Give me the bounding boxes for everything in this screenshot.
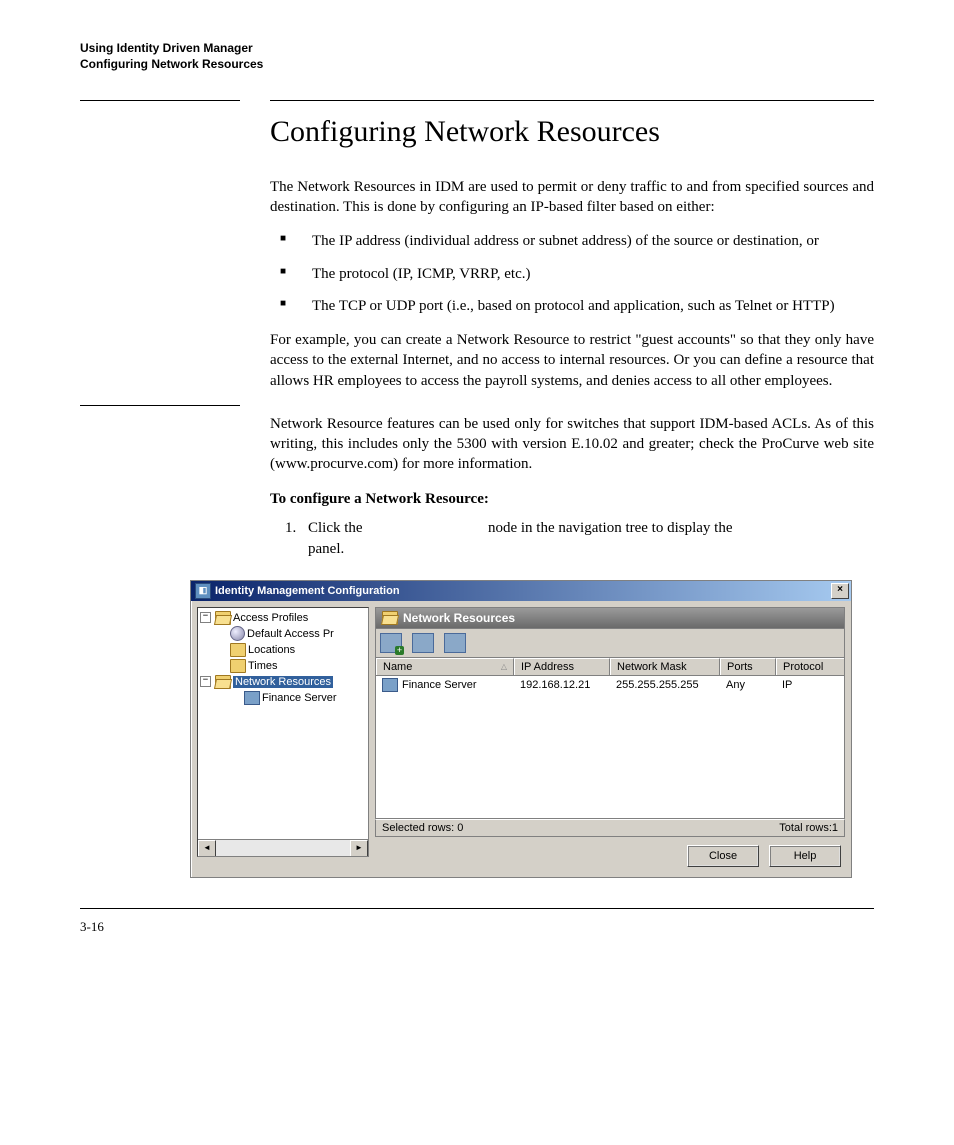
horizontal-scrollbar[interactable]: ◄ ► (198, 839, 368, 856)
folder-icon (215, 611, 231, 625)
grid-header[interactable]: Name IP Address Network Mask Ports Proto… (376, 658, 844, 676)
intro-para: The Network Resources in IDM are used to… (270, 177, 874, 218)
tree-node-locations[interactable]: Locations (200, 642, 368, 658)
col-mask[interactable]: Network Mask (610, 658, 720, 675)
help-button[interactable]: Help (769, 845, 841, 867)
edit-resource-button[interactable] (412, 633, 434, 653)
tree-node-access-profiles[interactable]: − Access Profiles (200, 610, 368, 626)
tree-node-network-resources[interactable]: − Network Resources (200, 674, 368, 690)
bullet-item: The protocol (IP, ICMP, VRRP, etc.) (270, 264, 874, 284)
example-para: For example, you can create a Network Re… (270, 330, 874, 391)
note-para: Network Resource features can be used on… (270, 414, 874, 475)
bullet-list: The IP address (individual address or su… (270, 231, 874, 316)
page-number: 3-16 (80, 919, 874, 935)
resource-icon (382, 678, 398, 692)
panel-title: Network Resources (375, 607, 845, 629)
toolbar (375, 629, 845, 657)
footer-rule (80, 908, 874, 909)
step-list: Click the Network Resources node in the … (270, 518, 874, 560)
col-name[interactable]: Name (376, 658, 514, 675)
col-protocol[interactable]: Protocol (776, 658, 844, 675)
procedure-heading: To configure a Network Resource: (270, 491, 874, 508)
tree-node-finance-server[interactable]: Finance Server (200, 690, 368, 706)
add-resource-button[interactable] (380, 633, 402, 653)
collapse-icon[interactable]: − (200, 612, 211, 623)
col-ports[interactable]: Ports (720, 658, 776, 675)
total-rows: Total rows:1 (779, 822, 838, 834)
tree-node-times[interactable]: Times (200, 658, 368, 674)
selected-rows: Selected rows: 0 (382, 822, 463, 834)
tree-node-default-access[interactable]: Default Access Pr (200, 626, 368, 642)
section-title: Configuring Network Resources (270, 115, 874, 149)
folder-icon (230, 643, 246, 657)
titlebar[interactable]: ◧ Identity Management Configuration × (191, 581, 851, 601)
folder-icon (230, 659, 246, 673)
resource-grid[interactable]: Name IP Address Network Mask Ports Proto… (375, 657, 845, 819)
close-button[interactable]: Close (687, 845, 759, 867)
step-item: Click the Network Resources node in the … (300, 518, 874, 560)
window-title: Identity Management Configuration (215, 585, 831, 597)
collapse-icon[interactable]: − (200, 676, 211, 687)
folder-icon (215, 675, 231, 689)
table-row[interactable]: Finance Server 192.168.12.21 255.255.255… (376, 676, 844, 694)
rule-short (80, 100, 240, 101)
status-bar: Selected rows: 0 Total rows:1 (375, 819, 845, 837)
scroll-left-icon[interactable]: ◄ (198, 840, 216, 857)
bullet-item: The IP address (individual address or su… (270, 231, 874, 251)
header-line1: Using Identity Driven Manager (80, 40, 874, 56)
bullet-item: The TCP or UDP port (i.e., based on prot… (270, 296, 874, 316)
delete-resource-button[interactable] (444, 633, 466, 653)
default-icon (230, 626, 245, 641)
folder-icon (382, 611, 398, 625)
tree-pane[interactable]: − Access Profiles Default Access Pr Loca… (197, 607, 369, 857)
resource-icon (244, 691, 260, 705)
dialog-window: ◧ Identity Management Configuration × − … (190, 580, 852, 878)
close-icon[interactable]: × (831, 583, 849, 599)
col-ip[interactable]: IP Address (514, 658, 610, 675)
running-header: Using Identity Driven Manager Configurin… (80, 40, 874, 72)
margin-rule (80, 405, 240, 406)
header-line2: Configuring Network Resources (80, 56, 874, 72)
rule-long (270, 100, 874, 101)
scroll-right-icon[interactable]: ► (350, 840, 368, 857)
app-icon: ◧ (195, 583, 211, 599)
